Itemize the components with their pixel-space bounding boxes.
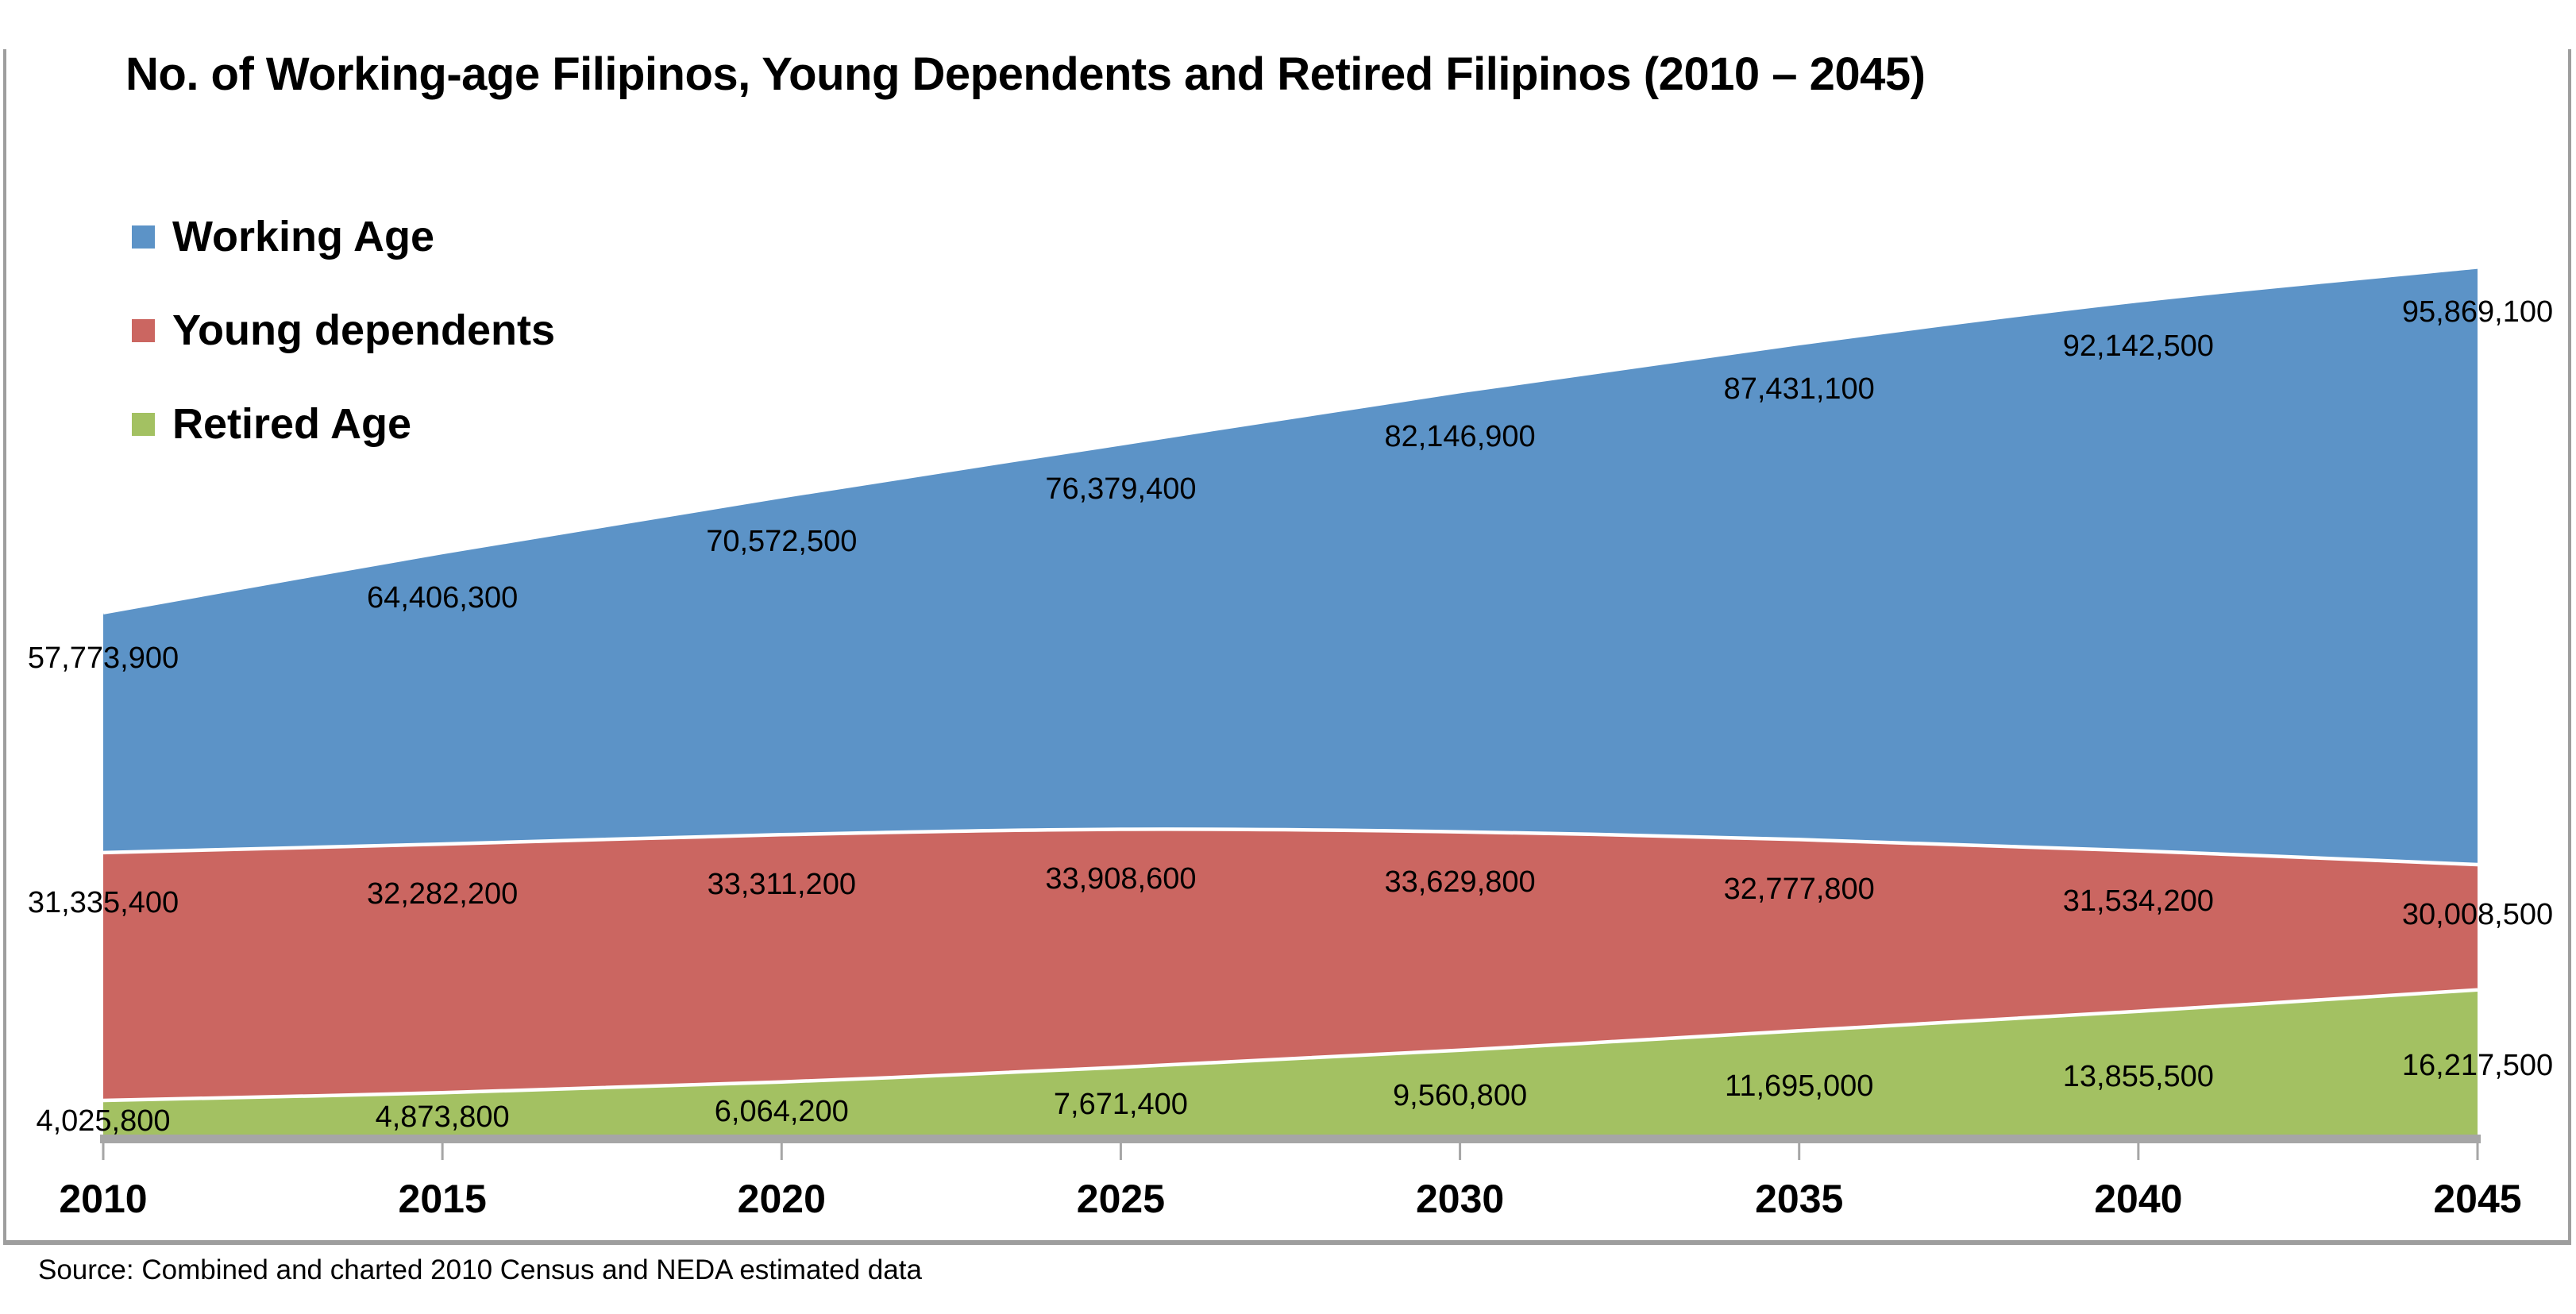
x-axis-label: 2040 [2094, 1177, 2182, 1221]
data-label-young-dependents-2035: 32,777,800 [1724, 873, 1875, 906]
data-label-retired-age-2010: 4,025,800 [36, 1104, 170, 1138]
x-axis-line [100, 1135, 2481, 1143]
data-label-young-dependents-2045: 30,008,500 [2402, 898, 2553, 931]
chart-title: No. of Working-age Filipinos, Young Depe… [125, 48, 1926, 100]
data-label-working-age-2030: 82,146,900 [1384, 420, 1535, 453]
x-axis-label: 2020 [738, 1177, 826, 1221]
data-label-retired-age-2025: 7,671,400 [1054, 1088, 1188, 1121]
source-note: Source: Combined and charted 2010 Census… [38, 1254, 922, 1285]
data-label-working-age-2010: 57,773,900 [28, 642, 179, 675]
x-axis-label: 2025 [1077, 1177, 1165, 1221]
legend-item-working-age: Working Age [132, 213, 555, 260]
x-axis-tick [441, 1143, 444, 1160]
data-label-young-dependents-2020: 33,311,200 [708, 868, 856, 901]
area-edge-retired-age [102, 988, 2478, 1103]
data-label-young-dependents-2010: 31,335,400 [28, 886, 179, 919]
legend-swatch-retired-age [132, 412, 155, 436]
legend-swatch-working-age [132, 225, 155, 249]
x-axis-label: 2035 [1755, 1177, 1843, 1221]
data-label-working-age-2045: 95,869,100 [2402, 295, 2553, 329]
legend-label: Retired Age [172, 400, 412, 448]
x-axis-tick [1459, 1143, 1462, 1160]
data-label-working-age-2035: 87,431,100 [1724, 372, 1875, 406]
legend-swatch-young-dependents [132, 318, 155, 342]
x-axis-label: 2030 [1416, 1177, 1504, 1221]
chart-frame-border-right [2568, 49, 2571, 1245]
x-axis-tick [2137, 1143, 2140, 1160]
data-label-retired-age-2020: 6,064,200 [715, 1095, 849, 1128]
data-label-working-age-2015: 64,406,300 [367, 581, 518, 615]
x-axis-tick [1119, 1143, 1122, 1160]
data-label-retired-age-2045: 16,217,500 [2402, 1049, 2553, 1082]
legend-item-retired-age: Retired Age [132, 400, 555, 448]
data-label-retired-age-2030: 9,560,800 [1393, 1079, 1527, 1112]
data-label-working-age-2020: 70,572,500 [706, 525, 857, 558]
area-edge-young-dependents [102, 827, 2478, 867]
x-axis-label: 2010 [59, 1177, 147, 1221]
x-axis-tick [780, 1143, 783, 1160]
x-axis-tick [1798, 1143, 1801, 1160]
legend-label: Young dependents [172, 306, 555, 354]
x-axis-label: 2045 [2433, 1177, 2521, 1221]
area-edge-working-age [102, 265, 2478, 615]
data-label-retired-age-2040: 13,855,500 [2063, 1060, 2214, 1093]
data-label-working-age-2040: 92,142,500 [2063, 329, 2214, 363]
x-axis-tick [2476, 1143, 2479, 1160]
data-label-working-age-2025: 76,379,400 [1045, 472, 1196, 506]
data-label-young-dependents-2025: 33,908,600 [1045, 862, 1196, 896]
data-label-young-dependents-2015: 32,282,200 [367, 877, 518, 911]
legend: Working Age Young dependents Retired Age [132, 213, 555, 494]
data-label-retired-age-2015: 4,873,800 [376, 1100, 510, 1134]
x-axis-tick [102, 1143, 105, 1160]
data-label-retired-age-2035: 11,695,000 [1725, 1069, 1873, 1103]
data-label-young-dependents-2040: 31,534,200 [2063, 884, 2214, 918]
chart-frame-border-left [3, 49, 6, 1245]
chart-frame-border-bottom [3, 1240, 2571, 1245]
x-axis-label: 2015 [399, 1177, 487, 1221]
data-label-young-dependents-2030: 33,629,800 [1384, 865, 1535, 899]
legend-label: Working Age [172, 213, 435, 260]
legend-item-young-dependents: Young dependents [132, 306, 555, 354]
